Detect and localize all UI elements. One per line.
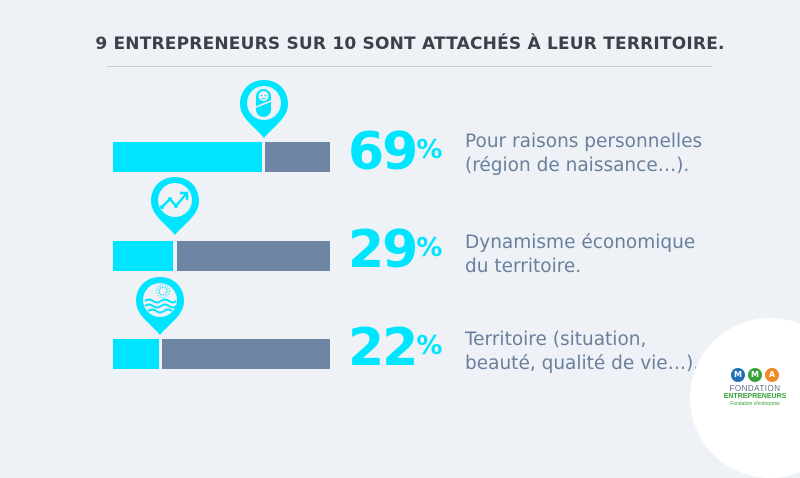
page-title: 9 ENTREPRENEURS SUR 10 SONT ATTACHÉS À L… [95, 34, 725, 54]
logo-line-3: Fondation d'entreprise [730, 401, 780, 407]
logo-line-1: FONDATION [729, 384, 781, 393]
label-line-1: Dynamisme économique [465, 232, 696, 253]
sun-sea-icon [136, 277, 184, 335]
percent-value: 29% [348, 224, 442, 276]
logo-letter-m1: M [731, 368, 745, 382]
item-label: Territoire (situation, beauté, qualité d… [465, 328, 699, 376]
percent-sign: % [416, 233, 443, 263]
bar-fill [113, 142, 262, 172]
label-line-2: (région de naissance…). [465, 155, 690, 176]
label-line-2: beauté, qualité de vie…). [465, 353, 700, 374]
baby-icon [240, 80, 288, 138]
item-label: Dynamisme économique du territoire. [465, 231, 695, 279]
bar-remainder [177, 241, 330, 271]
growth-chart-icon [151, 177, 199, 235]
bar-remainder [162, 339, 330, 369]
percent-sign: % [416, 331, 443, 361]
logo-line-2: ENTREPRENEURS [723, 393, 787, 400]
bar-fill [113, 339, 159, 369]
percent-sign: % [416, 135, 443, 165]
percent-value: 22% [348, 322, 442, 374]
percent-number: 22 [348, 318, 418, 378]
bar-economic-dynamism [113, 241, 330, 271]
fondation-entrepreneurs-logo: M M A FONDATION ENTREPRENEURS Fondation … [722, 368, 788, 407]
percent-number: 69 [348, 122, 418, 182]
bar-remainder [265, 142, 330, 172]
label-line-2: du territoire. [465, 256, 582, 277]
label-line-1: Territoire (situation, [465, 329, 647, 350]
percent-number: 29 [348, 220, 418, 280]
label-line-1: Pour raisons personnelles [465, 131, 703, 152]
percent-value: 69% [348, 126, 442, 178]
item-label: Pour raisons personnelles (région de nai… [465, 130, 702, 178]
bar-territory-quality [113, 339, 330, 369]
bar-personal-reasons [113, 142, 330, 172]
logo-letter-a: A [765, 368, 779, 382]
logo-letter-m2: M [748, 368, 762, 382]
bar-fill [113, 241, 173, 271]
title-divider [107, 66, 712, 67]
logo-mma-circles: M M A [722, 368, 788, 382]
